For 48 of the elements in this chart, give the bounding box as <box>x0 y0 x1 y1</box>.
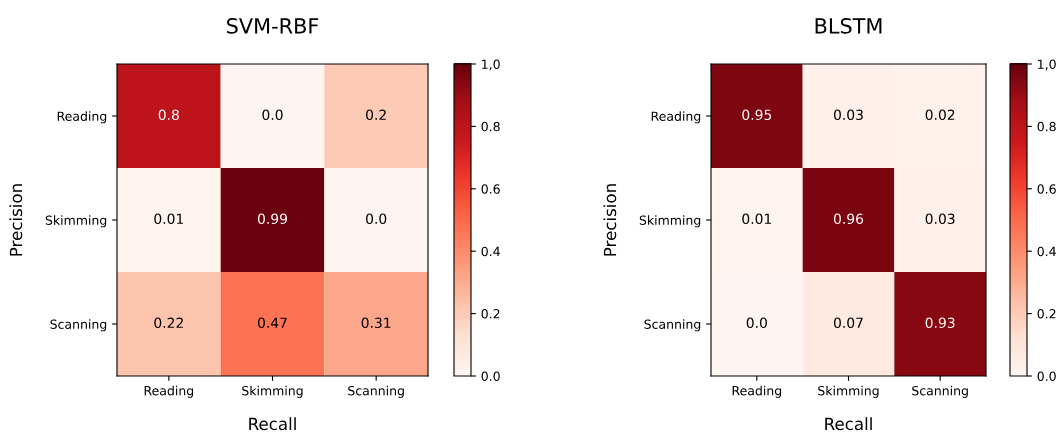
x-axis-title: Recall <box>825 417 872 431</box>
data-label: 0.03 <box>833 109 863 121</box>
data-label: 0.95 <box>742 109 772 121</box>
data-label: 0.96 <box>833 213 864 225</box>
data-label: 0.0 <box>366 213 387 225</box>
data-label: 0.07 <box>833 317 863 329</box>
y-tick-label: Skimming <box>639 215 701 228</box>
color-bar-label: 0.6 <box>1037 184 1056 194</box>
data-label: 0.2 <box>366 109 386 121</box>
x-tick-label: Reading <box>144 385 194 398</box>
x-tick-label: Skimming <box>818 385 879 398</box>
y-tick-label: Scanning <box>50 319 107 332</box>
data-label: 0.0 <box>262 109 283 121</box>
data-label: 0.99 <box>257 213 287 225</box>
x-tick-label: Scanning <box>912 385 968 398</box>
color-bar-label: 0.8 <box>481 121 500 132</box>
data-label: 0.02 <box>925 109 955 121</box>
color-bar-label: 0.8 <box>1037 121 1056 132</box>
chart-title: SVM-RBF <box>227 17 319 34</box>
color-bar-label: 0.6 <box>481 184 500 194</box>
y-tick-label: Scanning <box>644 319 701 332</box>
color-bar-label: 0.0 <box>481 371 500 381</box>
data-label: 0.0 <box>746 317 767 329</box>
data-label: 0.03 <box>925 213 955 225</box>
y-tick-label: Skimming <box>45 215 107 228</box>
y-tick-label: Reading <box>651 111 701 124</box>
color-bar-label: 0.2 <box>1037 309 1056 319</box>
data-label: 0.8 <box>158 109 179 121</box>
x-tick-label: Scanning <box>348 385 404 398</box>
y-axis-title: Precision <box>9 184 23 256</box>
data-label: 0.93 <box>925 317 955 329</box>
x-tick-label: Skimming <box>242 385 303 398</box>
data-label: 0.01 <box>154 213 184 225</box>
data-label: 0.01 <box>742 213 772 225</box>
color-bar-label: 0.4 <box>481 246 500 257</box>
chart-title: BLSTM <box>815 17 882 34</box>
data-label: 0.22 <box>154 317 183 329</box>
color-bar-label: 1,0 <box>1038 59 1056 71</box>
color-bar-label: 0.4 <box>1037 246 1056 257</box>
color-bar-label: 0.0 <box>1037 371 1056 381</box>
color-bar-label: 0.2 <box>481 309 500 319</box>
color-bar-label: 1,0 <box>482 59 500 71</box>
x-tick-label: Reading <box>732 385 782 398</box>
data-label: 0.31 <box>361 317 391 329</box>
y-axis-title: Precision <box>603 184 617 256</box>
x-axis-title: Recall <box>249 417 296 431</box>
y-tick-label: Reading <box>57 111 107 124</box>
data-label: 0.47 <box>257 317 287 329</box>
